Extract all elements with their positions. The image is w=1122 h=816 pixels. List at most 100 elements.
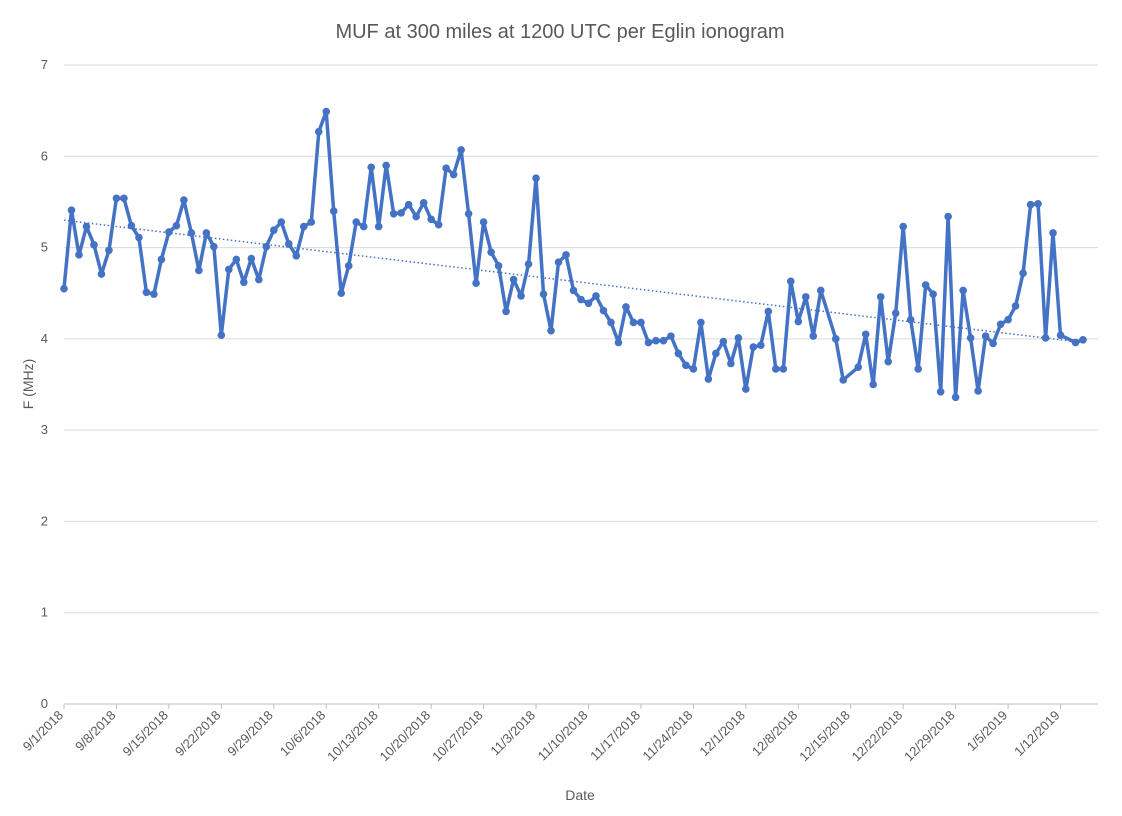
data-point xyxy=(247,254,256,263)
data-point xyxy=(314,127,323,136)
data-point xyxy=(517,292,525,300)
data-point xyxy=(794,317,803,326)
data-point xyxy=(442,164,450,172)
data-point xyxy=(869,380,878,389)
data-point xyxy=(337,289,346,298)
data-point xyxy=(419,199,428,207)
data-point xyxy=(854,363,863,371)
data-point xyxy=(959,286,967,295)
data-point xyxy=(60,284,68,293)
data-point xyxy=(255,275,263,284)
data-point xyxy=(389,209,398,218)
data-point xyxy=(262,242,271,251)
data-point xyxy=(697,318,705,327)
data-point xyxy=(449,170,458,179)
data-point xyxy=(831,335,840,343)
y-tick-label: 3 xyxy=(41,422,48,437)
y-tick-label: 1 xyxy=(41,605,48,620)
data-point xyxy=(457,146,465,154)
data-point xyxy=(1034,199,1042,208)
data-point xyxy=(816,286,825,295)
data-point xyxy=(382,161,390,170)
y-axis-title: F (MHz) xyxy=(20,359,36,410)
data-point xyxy=(801,293,810,301)
data-point xyxy=(622,303,630,311)
data-point xyxy=(719,337,728,346)
data-point xyxy=(667,332,675,340)
data-point xyxy=(547,326,555,335)
data-point xyxy=(157,255,166,264)
data-point xyxy=(951,393,960,402)
data-point xyxy=(757,341,765,350)
data-point xyxy=(966,334,975,342)
data-point xyxy=(1049,229,1057,237)
data-point xyxy=(809,332,818,340)
data-point xyxy=(929,290,937,298)
data-point xyxy=(97,270,106,278)
data-point xyxy=(374,222,383,231)
data-point xyxy=(67,206,76,214)
data-point xyxy=(554,258,563,266)
data-point xyxy=(1011,302,1020,310)
data-point xyxy=(532,174,540,182)
data-point xyxy=(652,336,660,345)
gridlines xyxy=(64,64,1098,705)
data-point xyxy=(749,343,758,351)
data-point xyxy=(135,233,143,242)
y-tick-label: 0 xyxy=(41,696,48,711)
data-point xyxy=(127,221,136,230)
data-point xyxy=(427,215,435,224)
data-point xyxy=(539,290,548,298)
data-point xyxy=(404,200,413,209)
data-point xyxy=(906,315,915,324)
data-point xyxy=(479,218,488,226)
data-point xyxy=(689,365,698,373)
data-point xyxy=(944,212,952,221)
data-point xyxy=(82,222,91,231)
data-point xyxy=(644,338,653,347)
data-point xyxy=(727,359,735,368)
data-point xyxy=(742,385,750,393)
data-point xyxy=(674,349,683,358)
data-point xyxy=(1056,331,1065,340)
data-point xyxy=(1026,200,1035,209)
data-point xyxy=(150,290,158,298)
data-point xyxy=(202,229,211,237)
data-point xyxy=(577,295,585,304)
linear-trendline xyxy=(63,219,1084,344)
data-point xyxy=(682,361,690,370)
data-point xyxy=(284,240,293,248)
y-tick-label: 5 xyxy=(41,240,48,255)
data-point xyxy=(921,281,930,289)
data-point xyxy=(1019,269,1027,277)
data-point xyxy=(307,218,316,226)
data-point xyxy=(1004,315,1012,324)
data-point xyxy=(592,292,600,300)
data-point xyxy=(352,218,361,226)
y-tick-label: 2 xyxy=(41,513,48,528)
data-point xyxy=(217,331,226,340)
data-point xyxy=(344,262,353,270)
y-tick-label: 7 xyxy=(41,57,48,72)
data-point xyxy=(936,388,945,396)
data-point xyxy=(359,222,368,231)
data-point xyxy=(494,262,503,270)
data-point xyxy=(502,307,510,316)
data-point xyxy=(786,277,795,286)
data-point xyxy=(764,307,773,316)
data-point xyxy=(1041,334,1050,342)
data-point xyxy=(712,349,720,358)
data-point xyxy=(637,318,645,327)
data-point xyxy=(772,365,780,373)
data-point xyxy=(899,222,907,231)
data-point xyxy=(105,246,113,255)
y-tick-label: 4 xyxy=(41,331,48,346)
data-point xyxy=(472,279,480,287)
data-point xyxy=(839,376,848,384)
data-point xyxy=(142,288,151,297)
data-point xyxy=(981,332,990,340)
data-point xyxy=(329,207,338,215)
